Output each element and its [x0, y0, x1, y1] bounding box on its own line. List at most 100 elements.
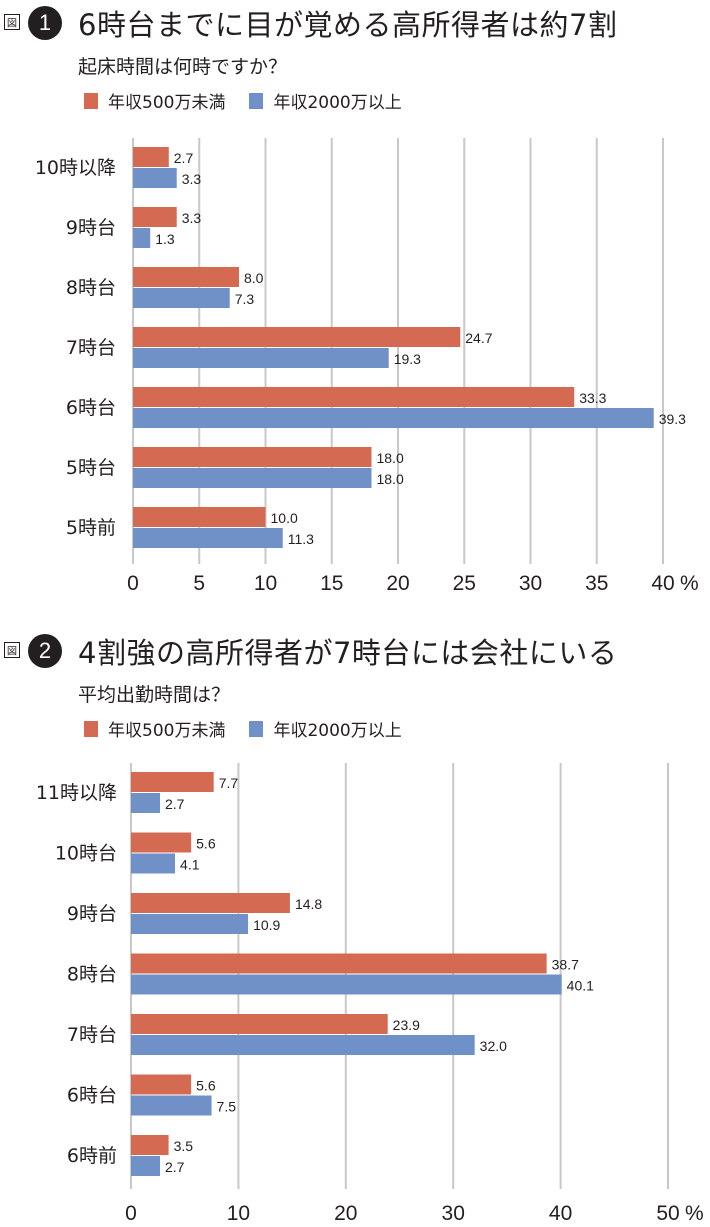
legend-label: 年収2000万以上 [273, 93, 402, 113]
category-label: 10時台 [55, 843, 117, 865]
legend-swatch-under500 [84, 92, 98, 109]
bar-under500 [133, 447, 372, 467]
figure-number-badge: 2 [28, 634, 62, 668]
legend-label: 年収500万未満 [108, 93, 226, 113]
figure-label-icon: 図 [4, 642, 20, 658]
data-label: 39.3 [659, 411, 686, 427]
category-label: 7時台 [67, 1024, 117, 1046]
data-label: 18.0 [377, 471, 404, 487]
bar-over2000 [131, 853, 176, 874]
legend-label: 年収2000万以上 [273, 721, 402, 741]
data-label: 40.1 [567, 978, 594, 994]
figure-number-badge: 1 [28, 6, 62, 40]
category-label: 9時台 [67, 903, 117, 925]
data-label: 3.3 [182, 171, 202, 187]
bar-over2000 [131, 914, 249, 934]
data-label: 7.7 [219, 775, 239, 791]
bar-under500 [133, 387, 575, 407]
bar-over2000 [131, 793, 160, 813]
bar-under500 [131, 953, 547, 974]
x-tick-label: 30 [442, 1202, 465, 1225]
bar-over2000 [133, 528, 283, 548]
data-label: 11.3 [288, 531, 314, 547]
legend-item-under500: 年収500万未満 [84, 88, 225, 113]
chart-plot-1: 0 5 10 15 20 25 30 35 40 % 10時以降 2.7 3.3 9時台 3.3 1.3 8時台… [35, 138, 699, 595]
bar-over2000 [131, 974, 562, 995]
category-label: 8時台 [66, 277, 116, 299]
bar-over2000 [131, 1156, 160, 1176]
category-label: 6時前 [67, 1145, 117, 1167]
x-axis-unit: % [685, 1202, 704, 1225]
bar-under500 [131, 893, 290, 913]
x-tick-label: 10 [254, 572, 277, 595]
figure-2: 図 2 4割強の高所得者が7時台には会社にいる 平均出勤時間は？ 年収500万未… [0, 628, 710, 1227]
data-label: 38.7 [552, 957, 579, 973]
data-label: 2.7 [174, 150, 194, 166]
bar-over2000 [133, 228, 151, 248]
x-tick-label: 40 [651, 572, 674, 595]
bar-under500 [133, 327, 461, 347]
category-label: 6時台 [67, 1085, 117, 1107]
bar-over2000 [133, 348, 389, 368]
x-tick-label: 25 [453, 572, 476, 595]
data-label: 23.9 [393, 1017, 420, 1033]
x-tick-label: 35 [585, 572, 608, 595]
legend: 年収500万未満 年収2000万以上 [84, 88, 426, 113]
category-label: 5時台 [66, 457, 116, 479]
x-tick-label: 50 [656, 1202, 679, 1225]
data-label: 1.3 [155, 231, 175, 247]
legend-swatch-over2000 [249, 92, 264, 109]
data-label: 19.3 [394, 351, 421, 367]
x-tick-label: 15 [320, 572, 343, 595]
chart-plot-2: 0 10 20 30 40 50 % 11時以降 7.7 2.7 10時台 5.6 4.1 9時台 14.8… [36, 763, 704, 1225]
category-label: 9時台 [66, 217, 116, 239]
figure-prefix: 図 [6, 17, 18, 29]
category-label: 11時以降 [36, 782, 117, 804]
category-label: 6時台 [66, 397, 116, 419]
bar-over2000 [133, 408, 654, 428]
category-label: 8時台 [67, 964, 117, 986]
figure-label-icon: 図 [4, 14, 20, 30]
x-tick-label: 10 [227, 1202, 250, 1225]
bar-under500 [133, 267, 239, 287]
data-label: 18.0 [377, 450, 404, 466]
data-label: 5.6 [196, 836, 216, 852]
x-tick-label: 0 [127, 572, 139, 595]
data-label: 33.3 [579, 390, 606, 406]
figure-1: 図 1 6時台までに目が覚める高所得者は約7割 起床時間は何時ですか？ 年収50… [0, 0, 710, 610]
x-tick-label: 0 [125, 1202, 137, 1225]
x-tick-label: 30 [519, 572, 542, 595]
data-label: 7.3 [235, 291, 255, 307]
data-label: 7.5 [217, 1099, 237, 1115]
x-tick-label: 40 [549, 1202, 572, 1225]
data-label: 10.9 [253, 917, 280, 933]
bar-over2000 [133, 468, 372, 488]
data-label: 4.1 [180, 857, 200, 873]
chart-subtitle: 平均出勤時間は？ [78, 684, 231, 706]
chart-title: 4割強の高所得者が7時台には会社にいる [78, 636, 618, 670]
legend-item-over2000: 年収2000万以上 [249, 88, 402, 113]
x-tick-label: 20 [334, 1202, 357, 1225]
bar-under500 [131, 832, 192, 853]
data-label: 2.7 [165, 796, 185, 812]
legend-swatch-under500 [84, 720, 98, 737]
x-tick-label: 5 [193, 572, 205, 595]
bar-under500 [133, 147, 169, 167]
bar-under500 [131, 772, 214, 792]
data-label: 32.0 [480, 1038, 507, 1054]
bar-under500 [133, 507, 266, 527]
bar-over2000 [133, 288, 230, 308]
bar-under500 [131, 1135, 169, 1155]
category-label: 5時前 [66, 517, 116, 539]
data-label: 2.7 [165, 1159, 185, 1175]
legend: 年収500万未満 年収2000万以上 [84, 716, 426, 741]
legend-item-under500: 年収500万未満 [84, 716, 225, 741]
chart-subtitle: 起床時間は何時ですか？ [78, 56, 288, 78]
data-label: 8.0 [244, 270, 264, 286]
bar-under500 [131, 1014, 388, 1034]
data-label: 3.3 [182, 210, 202, 226]
legend-label: 年収500万未満 [108, 721, 226, 741]
data-label: 5.6 [196, 1078, 216, 1094]
legend-swatch-over2000 [249, 720, 264, 737]
bar-under500 [133, 207, 177, 227]
